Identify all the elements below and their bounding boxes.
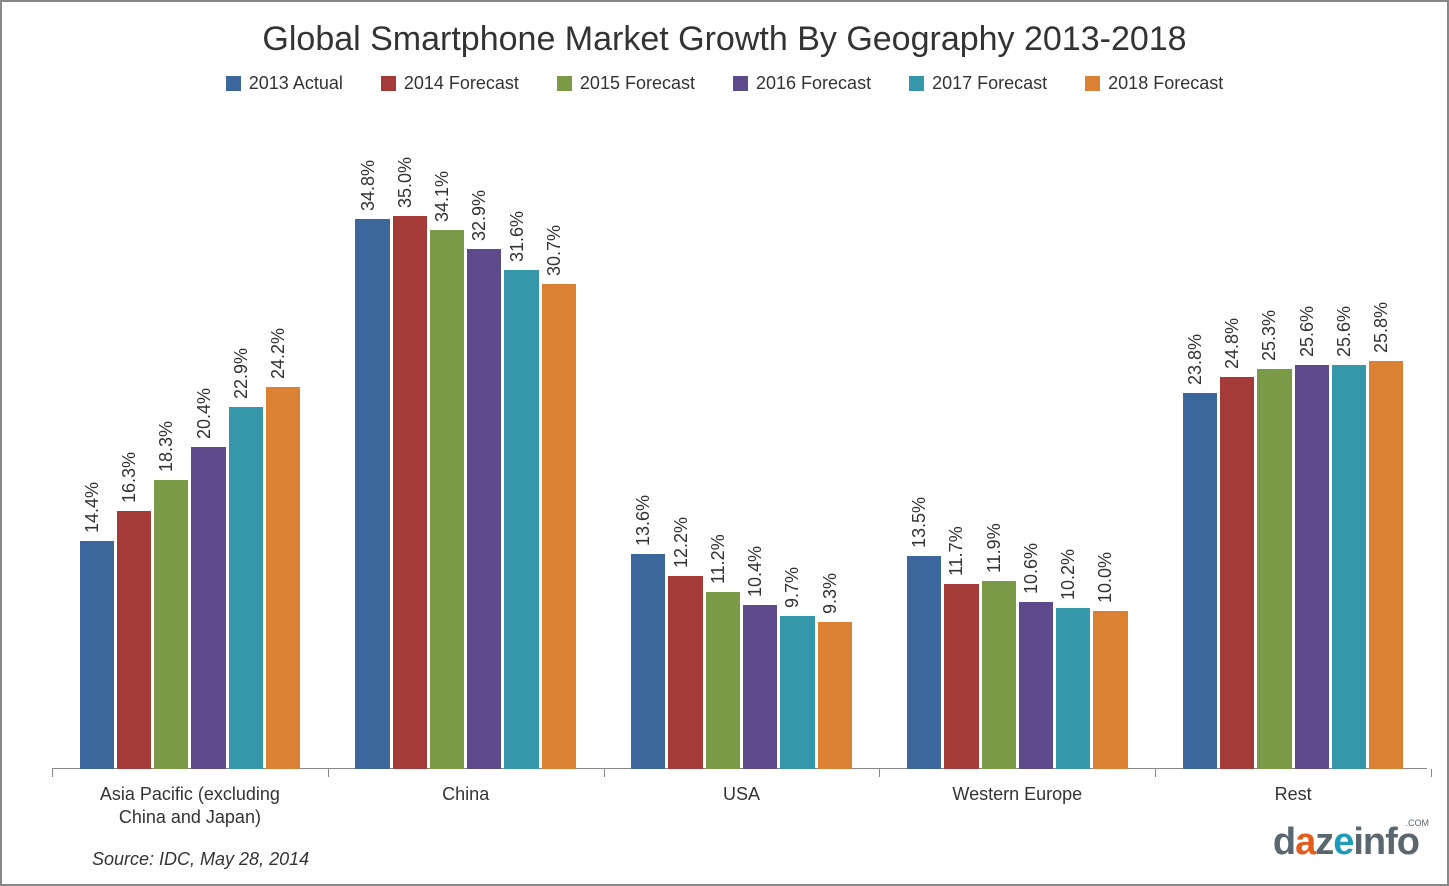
bar: 10.2% bbox=[1056, 608, 1090, 769]
bar: 22.9% bbox=[229, 407, 263, 769]
bar: 9.3% bbox=[818, 622, 852, 769]
legend-label: 2013 Actual bbox=[249, 73, 343, 94]
bar: 10.0% bbox=[1093, 611, 1127, 769]
bar-value-label: 9.7% bbox=[782, 567, 803, 608]
bar: 14.4% bbox=[80, 541, 114, 769]
bar: 12.2% bbox=[668, 576, 702, 769]
axis-tick bbox=[1431, 769, 1432, 777]
legend-item: 2013 Actual bbox=[226, 73, 343, 94]
bar: 25.6% bbox=[1295, 365, 1329, 769]
legend-label: 2016 Forecast bbox=[756, 73, 871, 94]
bar: 13.6% bbox=[631, 554, 665, 769]
brand-logo: dazeinfo .COM bbox=[1273, 821, 1419, 864]
category-label: Asia Pacific (excludingChina and Japan) bbox=[52, 769, 328, 828]
legend-label: 2014 Forecast bbox=[404, 73, 519, 94]
bar-value-label: 16.3% bbox=[119, 452, 140, 503]
bar-value-label: 12.2% bbox=[671, 517, 692, 568]
bar-value-label: 31.6% bbox=[507, 211, 528, 262]
bar: 10.6% bbox=[1019, 602, 1053, 769]
bar-value-label: 13.5% bbox=[909, 497, 930, 548]
bar-value-label: 25.3% bbox=[1259, 310, 1280, 361]
bar-value-label: 34.1% bbox=[432, 171, 453, 222]
category-label: China bbox=[328, 769, 604, 806]
logo-tag: .COM bbox=[1406, 818, 1430, 828]
bar: 24.2% bbox=[266, 387, 300, 769]
bar-value-label: 10.0% bbox=[1095, 552, 1116, 603]
bar: 34.1% bbox=[430, 230, 464, 769]
legend-swatch bbox=[909, 76, 924, 91]
bar: 16.3% bbox=[117, 511, 151, 769]
bar-value-label: 30.7% bbox=[544, 225, 565, 276]
bar: 25.3% bbox=[1257, 369, 1291, 769]
bar-value-label: 25.6% bbox=[1297, 305, 1318, 356]
bar: 11.7% bbox=[944, 584, 978, 769]
chart-title: Global Smartphone Market Growth By Geogr… bbox=[2, 2, 1447, 73]
bar: 13.5% bbox=[907, 556, 941, 769]
chart-frame: Global Smartphone Market Growth By Geogr… bbox=[0, 0, 1449, 886]
bar-value-label: 9.3% bbox=[820, 573, 841, 614]
bar: 35.0% bbox=[393, 216, 427, 769]
bar-value-label: 14.4% bbox=[82, 482, 103, 533]
legend-label: 2017 Forecast bbox=[932, 73, 1047, 94]
bar-value-label: 18.3% bbox=[156, 421, 177, 472]
category-label: Western Europe bbox=[879, 769, 1155, 806]
bar: 20.4% bbox=[191, 447, 225, 769]
legend-swatch bbox=[557, 76, 572, 91]
category-label: USA bbox=[604, 769, 880, 806]
bar-value-label: 34.8% bbox=[358, 160, 379, 211]
legend-item: 2014 Forecast bbox=[381, 73, 519, 94]
bar-value-label: 23.8% bbox=[1185, 334, 1206, 385]
legend-swatch bbox=[381, 76, 396, 91]
legend-label: 2015 Forecast bbox=[580, 73, 695, 94]
plot-area: 14.4%16.3%18.3%20.4%22.9%24.2%Asia Pacif… bbox=[52, 137, 1427, 769]
bar: 11.9% bbox=[982, 581, 1016, 769]
bar: 11.2% bbox=[706, 592, 740, 769]
bar-value-label: 22.9% bbox=[231, 348, 252, 399]
bar-value-label: 10.6% bbox=[1021, 542, 1042, 593]
bar-value-label: 13.6% bbox=[633, 495, 654, 546]
bar: 34.8% bbox=[355, 219, 389, 769]
bar-value-label: 25.8% bbox=[1371, 302, 1392, 353]
bar-value-label: 11.2% bbox=[708, 534, 729, 584]
bar: 25.6% bbox=[1332, 365, 1366, 769]
bar: 32.9% bbox=[467, 249, 501, 769]
legend-swatch bbox=[226, 76, 241, 91]
legend-swatch bbox=[1085, 76, 1100, 91]
legend-item: 2018 Forecast bbox=[1085, 73, 1223, 94]
bar: 18.3% bbox=[154, 480, 188, 769]
bar-value-label: 10.4% bbox=[745, 546, 766, 597]
legend-item: 2015 Forecast bbox=[557, 73, 695, 94]
legend-swatch bbox=[733, 76, 748, 91]
bar-value-label: 24.8% bbox=[1222, 318, 1243, 369]
source-text: Source: IDC, May 28, 2014 bbox=[92, 849, 309, 870]
bar-value-label: 32.9% bbox=[469, 190, 490, 241]
bar: 10.4% bbox=[743, 605, 777, 769]
bar-value-label: 11.9% bbox=[984, 523, 1005, 573]
bar: 25.8% bbox=[1369, 361, 1403, 769]
bar-value-label: 24.2% bbox=[268, 328, 289, 379]
bar: 23.8% bbox=[1183, 393, 1217, 769]
bar: 31.6% bbox=[504, 270, 538, 769]
bar-value-label: 10.2% bbox=[1058, 549, 1079, 600]
bar: 9.7% bbox=[780, 616, 814, 769]
legend: 2013 Actual 2014 Forecast 2015 Forecast 201… bbox=[2, 73, 1447, 94]
bar-value-label: 25.6% bbox=[1334, 305, 1355, 356]
bar: 24.8% bbox=[1220, 377, 1254, 769]
legend-item: 2016 Forecast bbox=[733, 73, 871, 94]
bar-value-label: 11.7% bbox=[946, 526, 967, 576]
bar-value-label: 35.0% bbox=[395, 157, 416, 208]
legend-label: 2018 Forecast bbox=[1108, 73, 1223, 94]
category-label: Rest bbox=[1155, 769, 1431, 806]
bar-value-label: 20.4% bbox=[194, 388, 215, 439]
bar: 30.7% bbox=[542, 284, 576, 769]
legend-item: 2017 Forecast bbox=[909, 73, 1047, 94]
